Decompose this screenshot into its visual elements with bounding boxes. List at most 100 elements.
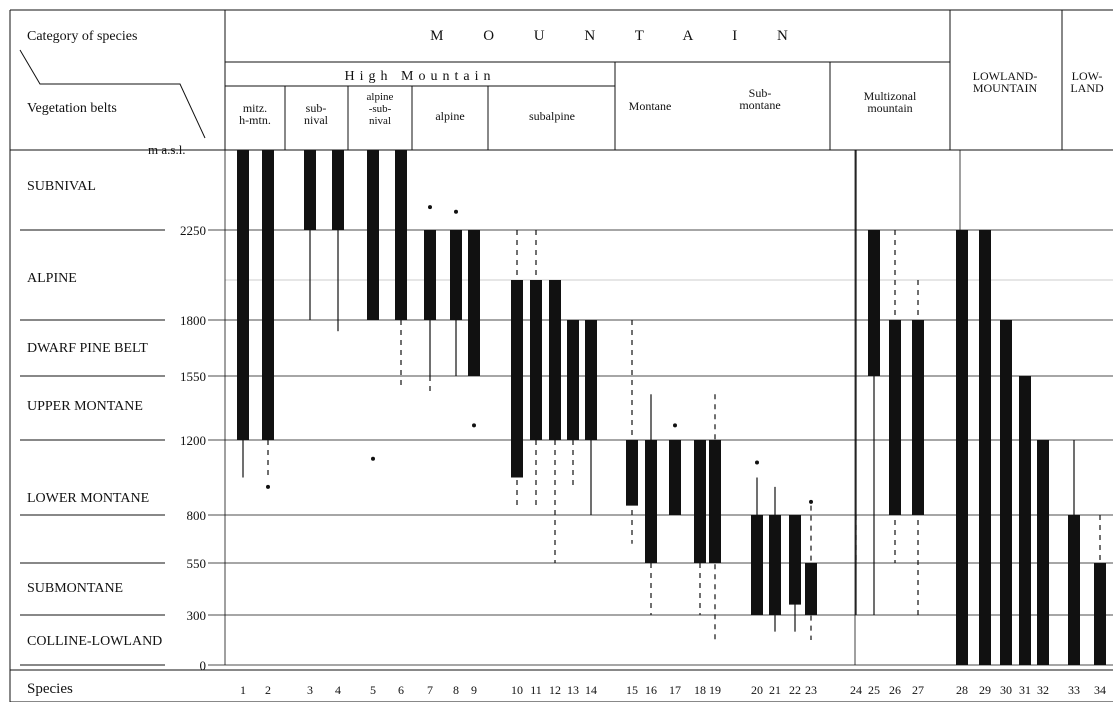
species-number: 31 [1019, 683, 1031, 697]
species-number: 26 [889, 683, 901, 697]
species-23-range [805, 499, 817, 640]
species-number: 7 [427, 683, 433, 697]
species-number: 24 [850, 683, 862, 697]
group-label-subnival: sub- [306, 101, 327, 115]
species-number: 15 [626, 683, 638, 697]
species-number: 16 [645, 683, 657, 697]
elevation-tick-label: 2250 [180, 223, 206, 238]
belt-label: SUBMONTANE [27, 581, 123, 596]
species-4-optimum-bar [332, 150, 344, 230]
species-22-range [789, 515, 801, 632]
group-label-low-land: LOW- [1072, 69, 1103, 83]
species-25-optimum-bar [868, 230, 880, 376]
species-number: 27 [912, 683, 924, 697]
species-number: 34 [1094, 683, 1106, 697]
species-number: 17 [669, 683, 681, 697]
species-14-optimum-bar [585, 320, 597, 440]
species-number: 5 [370, 683, 376, 697]
masl-label: m a.s.l. [148, 142, 186, 157]
species-5-range [367, 150, 379, 461]
belt-label: SUBNIVAL [27, 179, 96, 194]
elevation-tick-label: 0 [200, 658, 207, 673]
elevation-tick-label: 1200 [180, 433, 206, 448]
species-30-optimum-bar [1000, 320, 1012, 665]
species-29-range [979, 230, 991, 665]
species-number: 20 [751, 683, 763, 697]
species-9-occurrence-dot [472, 423, 476, 428]
species-number: 14 [585, 683, 597, 697]
species-number: 33 [1068, 683, 1080, 697]
elevation-tick-label: 550 [187, 556, 207, 571]
species-number: 22 [789, 683, 801, 697]
species-number: 23 [805, 683, 817, 697]
group-label-mitz: h-mtn. [239, 113, 271, 127]
species-3-range [304, 150, 316, 320]
species-number: 18 [694, 683, 706, 697]
species-26-range [889, 230, 901, 563]
species-6-optimum-bar [395, 150, 407, 320]
species-8-optimum-bar [450, 230, 462, 320]
species-number: 29 [979, 683, 991, 697]
group-label-lowland-mountain: MOUNTAIN [973, 81, 1038, 95]
species-29-optimum-bar [979, 230, 991, 665]
species-2-optimum-bar [262, 150, 274, 440]
species-20-range [751, 460, 763, 615]
group-label-alpine-subnival: -sub- [369, 103, 392, 115]
category-label: Category of species [27, 29, 137, 44]
species-number: 6 [398, 683, 404, 697]
species-5-optimum-bar [367, 150, 379, 320]
species-27-range [912, 280, 924, 615]
species-number: 12 [549, 683, 561, 697]
species-number: 2 [265, 683, 271, 697]
belt-label: LOWER MONTANE [27, 491, 149, 506]
species-19-range [709, 394, 721, 640]
group-label-lowland-mountain: LOWLAND- [973, 69, 1038, 83]
species-16-range [645, 394, 657, 615]
species-number: 3 [307, 683, 313, 697]
species-number: 19 [709, 683, 721, 697]
species-26-optimum-bar [889, 320, 901, 515]
species-number: 30 [1000, 683, 1012, 697]
group-label-montane: Montane [629, 99, 672, 113]
species-23-occurrence-dot [809, 499, 813, 504]
species-8-range [450, 209, 462, 376]
species-32-range [1037, 440, 1049, 665]
species-19-optimum-bar [709, 440, 721, 563]
species-9-range [468, 230, 480, 428]
species-17-range [669, 423, 681, 515]
species-2-occurrence-dot [266, 484, 270, 489]
species-23-optimum-bar [805, 563, 817, 615]
group-label-alpine-subnival: alpine [367, 91, 394, 103]
species-number: 28 [956, 683, 968, 697]
group-label-subnival: nival [304, 113, 329, 127]
group-label-alpine-subnival: nival [369, 115, 391, 127]
species-25-range [868, 230, 880, 615]
species-15-range [626, 320, 638, 544]
mountain-title: M O U N T A I N [430, 28, 806, 44]
species-21-optimum-bar [769, 515, 781, 615]
species-1-range [237, 150, 249, 478]
species-4-range [332, 150, 344, 332]
elevation-tick-label: 1800 [180, 313, 206, 328]
species-31-range [1019, 376, 1031, 665]
species-20-optimum-bar [751, 515, 763, 615]
species-number: 25 [868, 683, 880, 697]
group-label-submontane: montane [739, 98, 780, 112]
species-number: 10 [511, 683, 523, 697]
group-label-submontane: Sub- [749, 86, 772, 100]
species-12-optimum-bar [549, 280, 561, 440]
species-22-optimum-bar [789, 515, 801, 605]
species-16-optimum-bar [645, 440, 657, 563]
species-9-optimum-bar [468, 230, 480, 376]
group-label-low-land: LAND [1070, 81, 1104, 95]
elevation-tick-label: 300 [187, 608, 207, 623]
group-label-mitz: mitz. [243, 101, 267, 115]
species-7-range [424, 205, 436, 395]
species-12-range [549, 280, 561, 563]
species-number: 8 [453, 683, 459, 697]
elevation-tick-label: 1550 [180, 369, 206, 384]
species-1-optimum-bar [237, 150, 249, 440]
species-18-optimum-bar [694, 440, 706, 563]
species-15-optimum-bar [626, 440, 638, 506]
